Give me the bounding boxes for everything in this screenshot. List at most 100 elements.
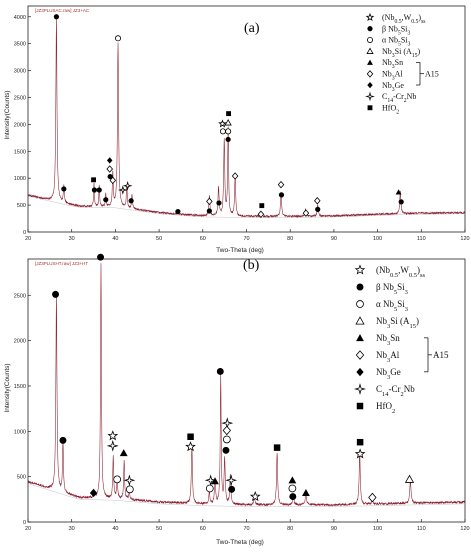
peak-marker-filled-square [91,177,96,183]
y-tick-label: 1500 [14,384,26,390]
x-tick-label: 40 [112,526,118,532]
x-tick-label: 120 [460,526,469,532]
background-fit-line [27,196,466,218]
x-tick-label: 80 [287,526,293,532]
peak-marker-filled-circle [52,290,60,298]
peak-marker-open-diamond [314,197,321,205]
legend-entry: C14-Cr2Nb [376,384,415,398]
xrd-pattern-line [27,17,466,219]
legend-symbol-filled-circle [356,283,364,291]
x-tick-label: 90 [331,236,337,242]
peak-marker-filled-circle [206,208,212,214]
legend-symbol-filled-diamond [367,82,373,89]
x-tick-label: 70 [243,236,249,242]
peak-marker-open-circle [205,484,214,493]
legend-entry: Nb3Si (A15) [376,316,419,330]
peak-marker-open-star [185,441,196,452]
peak-marker-open-circle [225,128,232,135]
legend-symbol-open-star4 [365,91,375,102]
y-tick-label: 500 [17,203,26,209]
y-tick-label: 2000 [14,122,26,128]
y-tick-label: 2500 [14,293,26,299]
peak-marker-open-diamond [277,180,285,189]
peak-marker-filled-circle [216,367,224,375]
y-tick-label: 1000 [14,429,26,435]
background-fit-line [27,483,466,507]
peak-marker-filled-circle [107,173,113,180]
peak-marker-filled-circle [398,199,404,205]
legend-entry: Nb3Ge [382,81,404,93]
peak-marker-filled-square [259,203,265,209]
legend-symbol-open-star [354,264,366,275]
legend-symbol-filled-triangle [367,59,373,65]
legend-symbol-open-diamond [355,350,365,360]
peak-marker-filled-triangle [302,489,310,497]
peak-marker-filled-square [273,444,281,451]
x-tick-label: 40 [112,236,118,242]
peak-marker-open-star4 [225,474,238,487]
peak-marker-open-star [218,119,227,128]
peak-marker-filled-triangle [288,476,297,484]
y-tick-label: 500 [17,475,26,481]
peak-marker-open-diamond [231,172,239,180]
peak-marker-filled-circle [289,493,297,501]
peak-marker-open-triangle [224,119,232,126]
panel-label: (b) [243,258,260,273]
x-tick-label: 50 [156,526,162,532]
x-tick-label: 20 [25,236,31,242]
legend-symbol-filled-diamond [356,367,364,377]
y-tick-label: 2000 [14,339,26,345]
legend-entry: α Nb5Si3 [376,299,408,313]
peak-marker-filled-square [226,111,232,117]
legend-entry: Nb3Al [382,70,403,82]
peak-marker-filled-circle [128,198,134,204]
peak-marker-filled-circle [222,446,230,454]
peak-marker-open-star4 [117,185,128,195]
legend-entry: HfO2 [382,103,399,115]
x-tick-label: 50 [156,236,162,242]
x-axis-label: Two-Theta (deg) [216,247,264,254]
peak-marker-open-star [354,448,366,459]
peak-marker-filled-square [356,438,364,446]
peak-marker-filled-circle [225,136,231,143]
peak-marker-open-star [249,491,261,502]
a15-group-label: A15 [425,69,439,78]
file-label: [JZ3PLUSAC.raw] JZ3+AC [35,8,90,13]
peak-marker-filled-circle [103,197,109,203]
legend-entry: C14-Cr2Nb [382,92,416,104]
peak-marker-open-diamond [257,210,265,219]
y-tick-label: 2500 [14,95,26,101]
peak-marker-open-circle [222,435,231,444]
a15-group-label: A15 [433,350,449,360]
peak-marker-open-diamond [109,176,117,185]
peak-marker-filled-triangle [211,477,219,485]
peak-marker-filled-circle [91,187,98,193]
x-tick-label: 60 [200,526,206,532]
peak-marker-open-circle [113,475,122,484]
peak-marker-open-diamond [368,492,377,503]
panel-label: (a) [244,21,260,36]
x-axis-label: Two-Theta (deg) [216,539,264,546]
y-tick-label: 0 [23,230,26,236]
x-tick-label: 90 [331,526,337,532]
legend-symbol-filled-triangle [356,334,364,342]
legend-entry: (Nb0.5,W0.5)ss [382,13,426,25]
legend-entry: HfO2 [376,401,395,415]
legend-entry: Nb3Sn [376,333,400,347]
x-tick-label: 70 [243,526,249,532]
x-tick-label: 20 [25,526,31,532]
legend-symbol-open-circle [366,36,374,43]
peak-marker-open-circle [219,128,226,135]
legend-symbol-filled-circle [367,26,373,32]
legend-entry: (Nb0.5,W0.5)ss [376,265,425,279]
y-tick-label: 3000 [14,69,26,75]
legend-symbol-filled-square [367,105,373,111]
peak-marker-filled-circle [315,206,321,213]
legend-symbol-open-circle [356,300,364,308]
peak-marker-filled-triangle [119,449,128,457]
peak-marker-open-star [107,430,119,441]
peak-marker-open-circle [125,485,134,494]
